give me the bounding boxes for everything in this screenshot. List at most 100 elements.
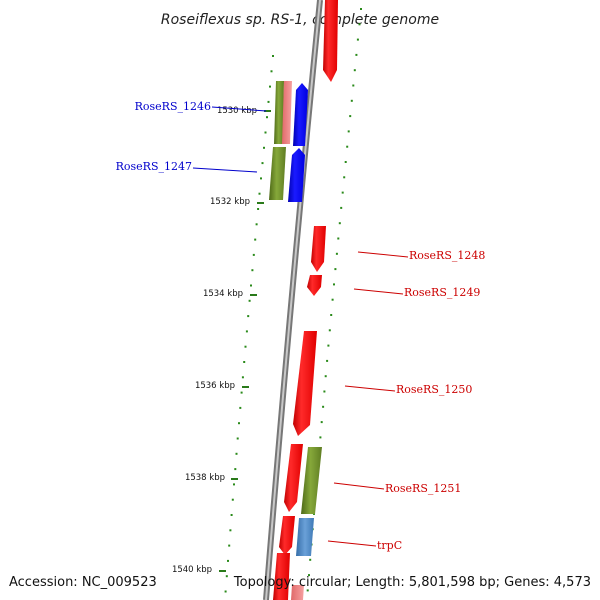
track-dot <box>272 55 274 57</box>
track-dot <box>224 590 227 593</box>
track-dot <box>251 269 254 272</box>
gene-red-bottom[interactable] <box>273 553 290 600</box>
track-dot <box>243 361 246 363</box>
label-rosers-1248[interactable]: RoseRS_1248 <box>409 249 485 262</box>
track-dot <box>227 559 229 562</box>
track-dot <box>337 237 340 240</box>
track-dot <box>252 253 255 256</box>
track-dot <box>241 376 244 379</box>
kbp-tick-1534: 1534 kbp <box>203 289 257 299</box>
gene-blue-1246[interactable] <box>293 83 308 146</box>
track-dot <box>230 514 233 516</box>
track-dot <box>356 38 359 41</box>
label-rosers-1249[interactable]: RoseRS_1249 <box>404 286 480 299</box>
label-trpc[interactable]: trpC <box>377 539 402 552</box>
track-dot <box>267 100 270 103</box>
gene-olive-1247[interactable] <box>269 147 286 200</box>
track-dot <box>250 284 252 287</box>
track-dot <box>228 544 231 547</box>
track-dot <box>238 422 240 425</box>
gene-olive-1251[interactable] <box>301 447 322 514</box>
track-dot <box>236 437 239 440</box>
topology-text: Topology: circular; Length: 5,801,598 bp… <box>233 575 591 590</box>
gene-red-top[interactable] <box>323 0 338 82</box>
track-dot <box>235 452 238 455</box>
kbp-label-1534: 1534 kbp <box>203 289 243 299</box>
track-dot <box>229 529 232 532</box>
track-dot <box>322 405 325 408</box>
kbp-tick-1536: 1536 kbp <box>195 381 249 391</box>
track-dot <box>309 558 312 561</box>
gene-red-1249[interactable] <box>307 275 322 296</box>
track-dot <box>330 314 333 316</box>
track-dot <box>231 498 234 501</box>
leader-rosers-1251 <box>333 482 385 490</box>
kbp-tick-1540: 1540 kbp <box>172 565 226 575</box>
track-dot <box>264 131 267 134</box>
label-rosers-1247[interactable]: RoseRS_1247 <box>116 160 192 173</box>
track-dot <box>323 390 326 393</box>
track-dot <box>355 53 358 56</box>
track-dot <box>335 252 338 255</box>
track-dot <box>234 468 237 471</box>
track-dot <box>341 191 344 194</box>
kbp-tick-1532: 1532 kbp <box>210 197 264 207</box>
label-rosers-1246[interactable]: RoseRS_1246 <box>135 100 211 113</box>
label-rosers-1251[interactable]: RoseRS_1251 <box>385 482 461 495</box>
track-dot <box>344 161 347 163</box>
leader-rosers-1249 <box>353 288 404 295</box>
track-dot <box>269 85 271 88</box>
gene-steel-trpC[interactable] <box>296 518 314 556</box>
track-dot <box>306 589 309 592</box>
track-dot <box>308 574 310 577</box>
gene-pink-1246[interactable] <box>282 81 292 144</box>
kbp-label-1530: 1530 kbp <box>217 106 257 116</box>
track-dot <box>349 115 352 118</box>
track-dot <box>270 70 273 73</box>
map-title: Roseiflexus sp. RS-1, complete genome <box>161 12 439 28</box>
gene-pink-bottom[interactable] <box>291 585 304 600</box>
track-dot <box>340 206 343 209</box>
leader-rosers-1247 <box>192 167 258 173</box>
gene-blue-1247[interactable] <box>288 148 305 202</box>
track-dot <box>261 162 264 165</box>
kbp-label-1538: 1538 kbp <box>185 473 225 483</box>
track-dot <box>248 299 251 302</box>
track-dot <box>347 130 350 133</box>
track-dot <box>247 315 250 318</box>
leader-trpc <box>327 540 377 547</box>
track-dot <box>352 84 355 87</box>
track-dot <box>324 375 327 378</box>
track-dot <box>233 483 235 486</box>
gene-red-1251-inner[interactable] <box>284 444 303 512</box>
track-dot <box>240 391 243 394</box>
gene-red-1248[interactable] <box>311 226 326 272</box>
track-dot <box>244 345 247 348</box>
inner-dotted-track <box>224 55 274 593</box>
track-dot <box>327 344 330 347</box>
track-dot <box>334 268 337 271</box>
gene-red-1250[interactable] <box>293 331 317 436</box>
track-dot <box>255 223 258 226</box>
kbp-label-1532: 1532 kbp <box>210 197 250 207</box>
label-rosers-1250[interactable]: RoseRS_1250 <box>396 383 472 396</box>
track-dot <box>350 99 353 102</box>
gene-olive-1246[interactable] <box>274 81 284 144</box>
track-dot <box>333 283 335 286</box>
leader-rosers-1248 <box>357 251 409 258</box>
track-dot <box>326 359 329 362</box>
kbp-label-1540: 1540 kbp <box>172 565 212 575</box>
gene-red-lower[interactable] <box>279 516 295 555</box>
track-dot <box>266 116 268 119</box>
track-dot <box>257 208 260 210</box>
track-dot <box>353 69 356 72</box>
track-dot <box>258 192 261 195</box>
track-dot <box>343 176 346 179</box>
kbp-label-1536: 1536 kbp <box>195 381 235 391</box>
track-dot <box>346 145 349 148</box>
track-dot <box>245 330 248 333</box>
track-dot <box>254 238 257 241</box>
track-dot <box>358 23 361 26</box>
track-dot <box>331 298 334 301</box>
